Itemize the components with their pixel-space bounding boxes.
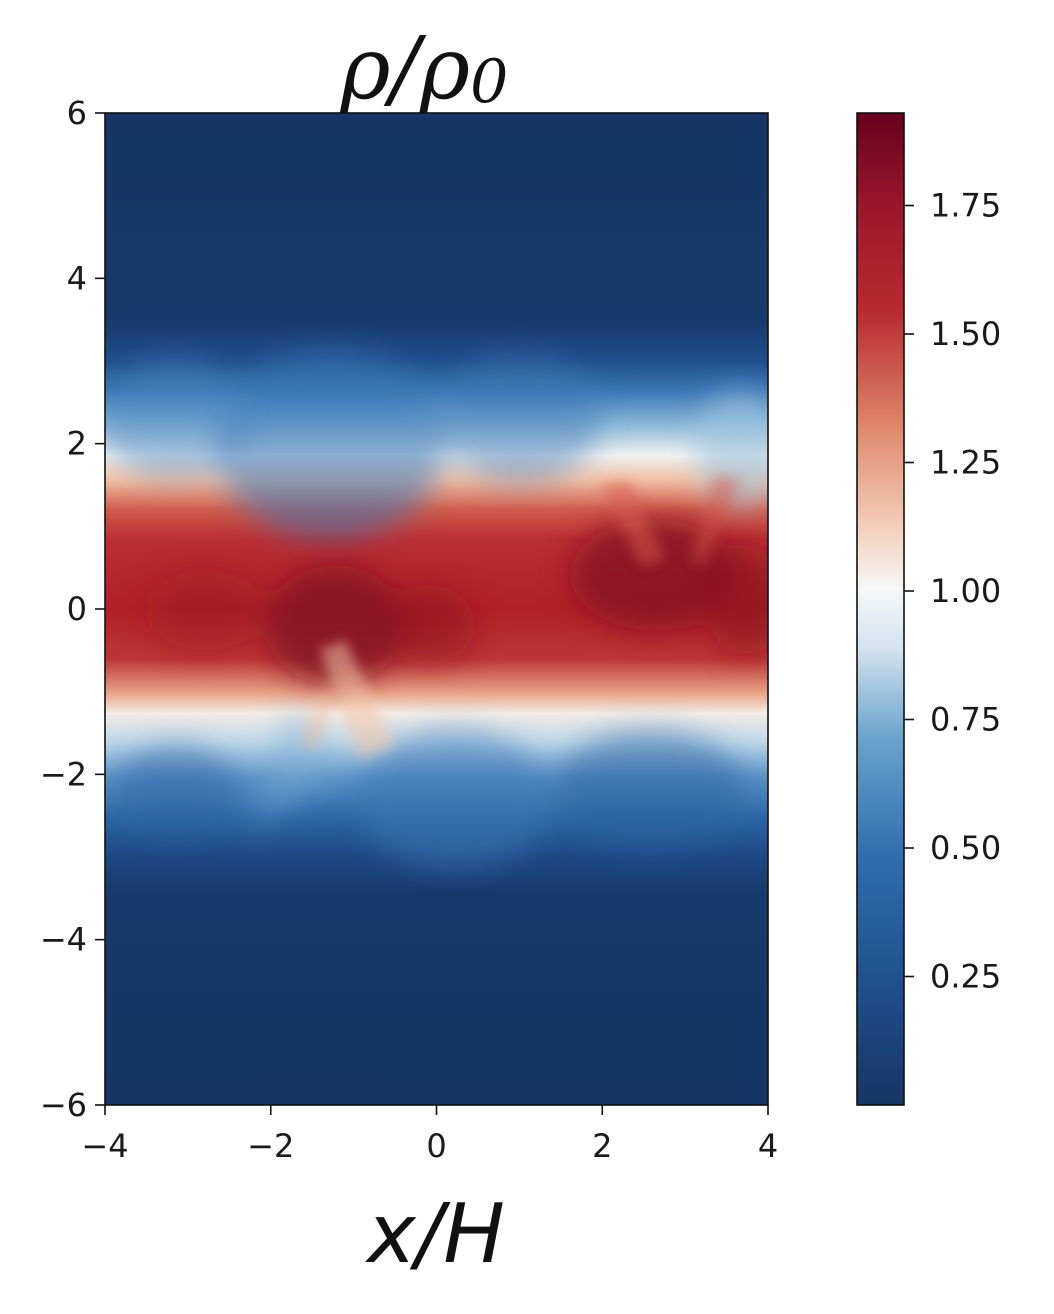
density-field bbox=[105, 113, 768, 1105]
y-tick-label: 4 bbox=[67, 259, 87, 297]
colorbar-tick-label: 0.75 bbox=[930, 701, 1001, 739]
x-axis: −4 −2 0 2 4 bbox=[81, 1105, 778, 1165]
x-tick-label: −2 bbox=[247, 1127, 294, 1165]
y-tick-label: −4 bbox=[40, 921, 87, 959]
colorbar-axis: 0.25 0.50 0.75 1.00 1.25 1.50 1.75 bbox=[904, 187, 1001, 996]
x-axis-label: x/H bbox=[364, 1187, 505, 1282]
title-subscript: 0 bbox=[470, 47, 508, 117]
y-tick-label: −6 bbox=[40, 1086, 87, 1124]
y-tick-label: 6 bbox=[67, 94, 87, 132]
colorbar-frame bbox=[856, 112, 905, 1106]
colorbar-tick-label: 0.50 bbox=[930, 829, 1001, 867]
chart-title: ρ/ρ0 bbox=[339, 19, 508, 119]
x-tick-label: 0 bbox=[426, 1127, 446, 1165]
x-tick-label: 4 bbox=[758, 1127, 778, 1165]
colorbar-tick-label: 1.00 bbox=[930, 572, 1001, 610]
colorbar-tick-label: 1.75 bbox=[930, 187, 1001, 225]
colorbar bbox=[857, 113, 904, 1105]
upper-lobes bbox=[105, 350, 768, 540]
y-axis: 6 4 2 0 −2 −4 −6 bbox=[40, 94, 105, 1124]
colorbar-tick-label: 1.50 bbox=[930, 315, 1001, 353]
y-tick-label: 0 bbox=[67, 590, 87, 628]
title-main: ρ/ρ bbox=[339, 19, 470, 119]
colorbar-tick-label: 1.25 bbox=[930, 444, 1001, 482]
y-tick-label: −2 bbox=[40, 755, 87, 793]
x-tick-label: −4 bbox=[81, 1127, 128, 1165]
y-tick-label: 2 bbox=[67, 425, 87, 463]
dense-knots bbox=[145, 520, 768, 685]
lower-lobes bbox=[115, 700, 745, 870]
x-tick-label: 2 bbox=[592, 1127, 612, 1165]
shock-features bbox=[300, 475, 740, 760]
colorbar-tick-label: 0.25 bbox=[930, 958, 1001, 996]
